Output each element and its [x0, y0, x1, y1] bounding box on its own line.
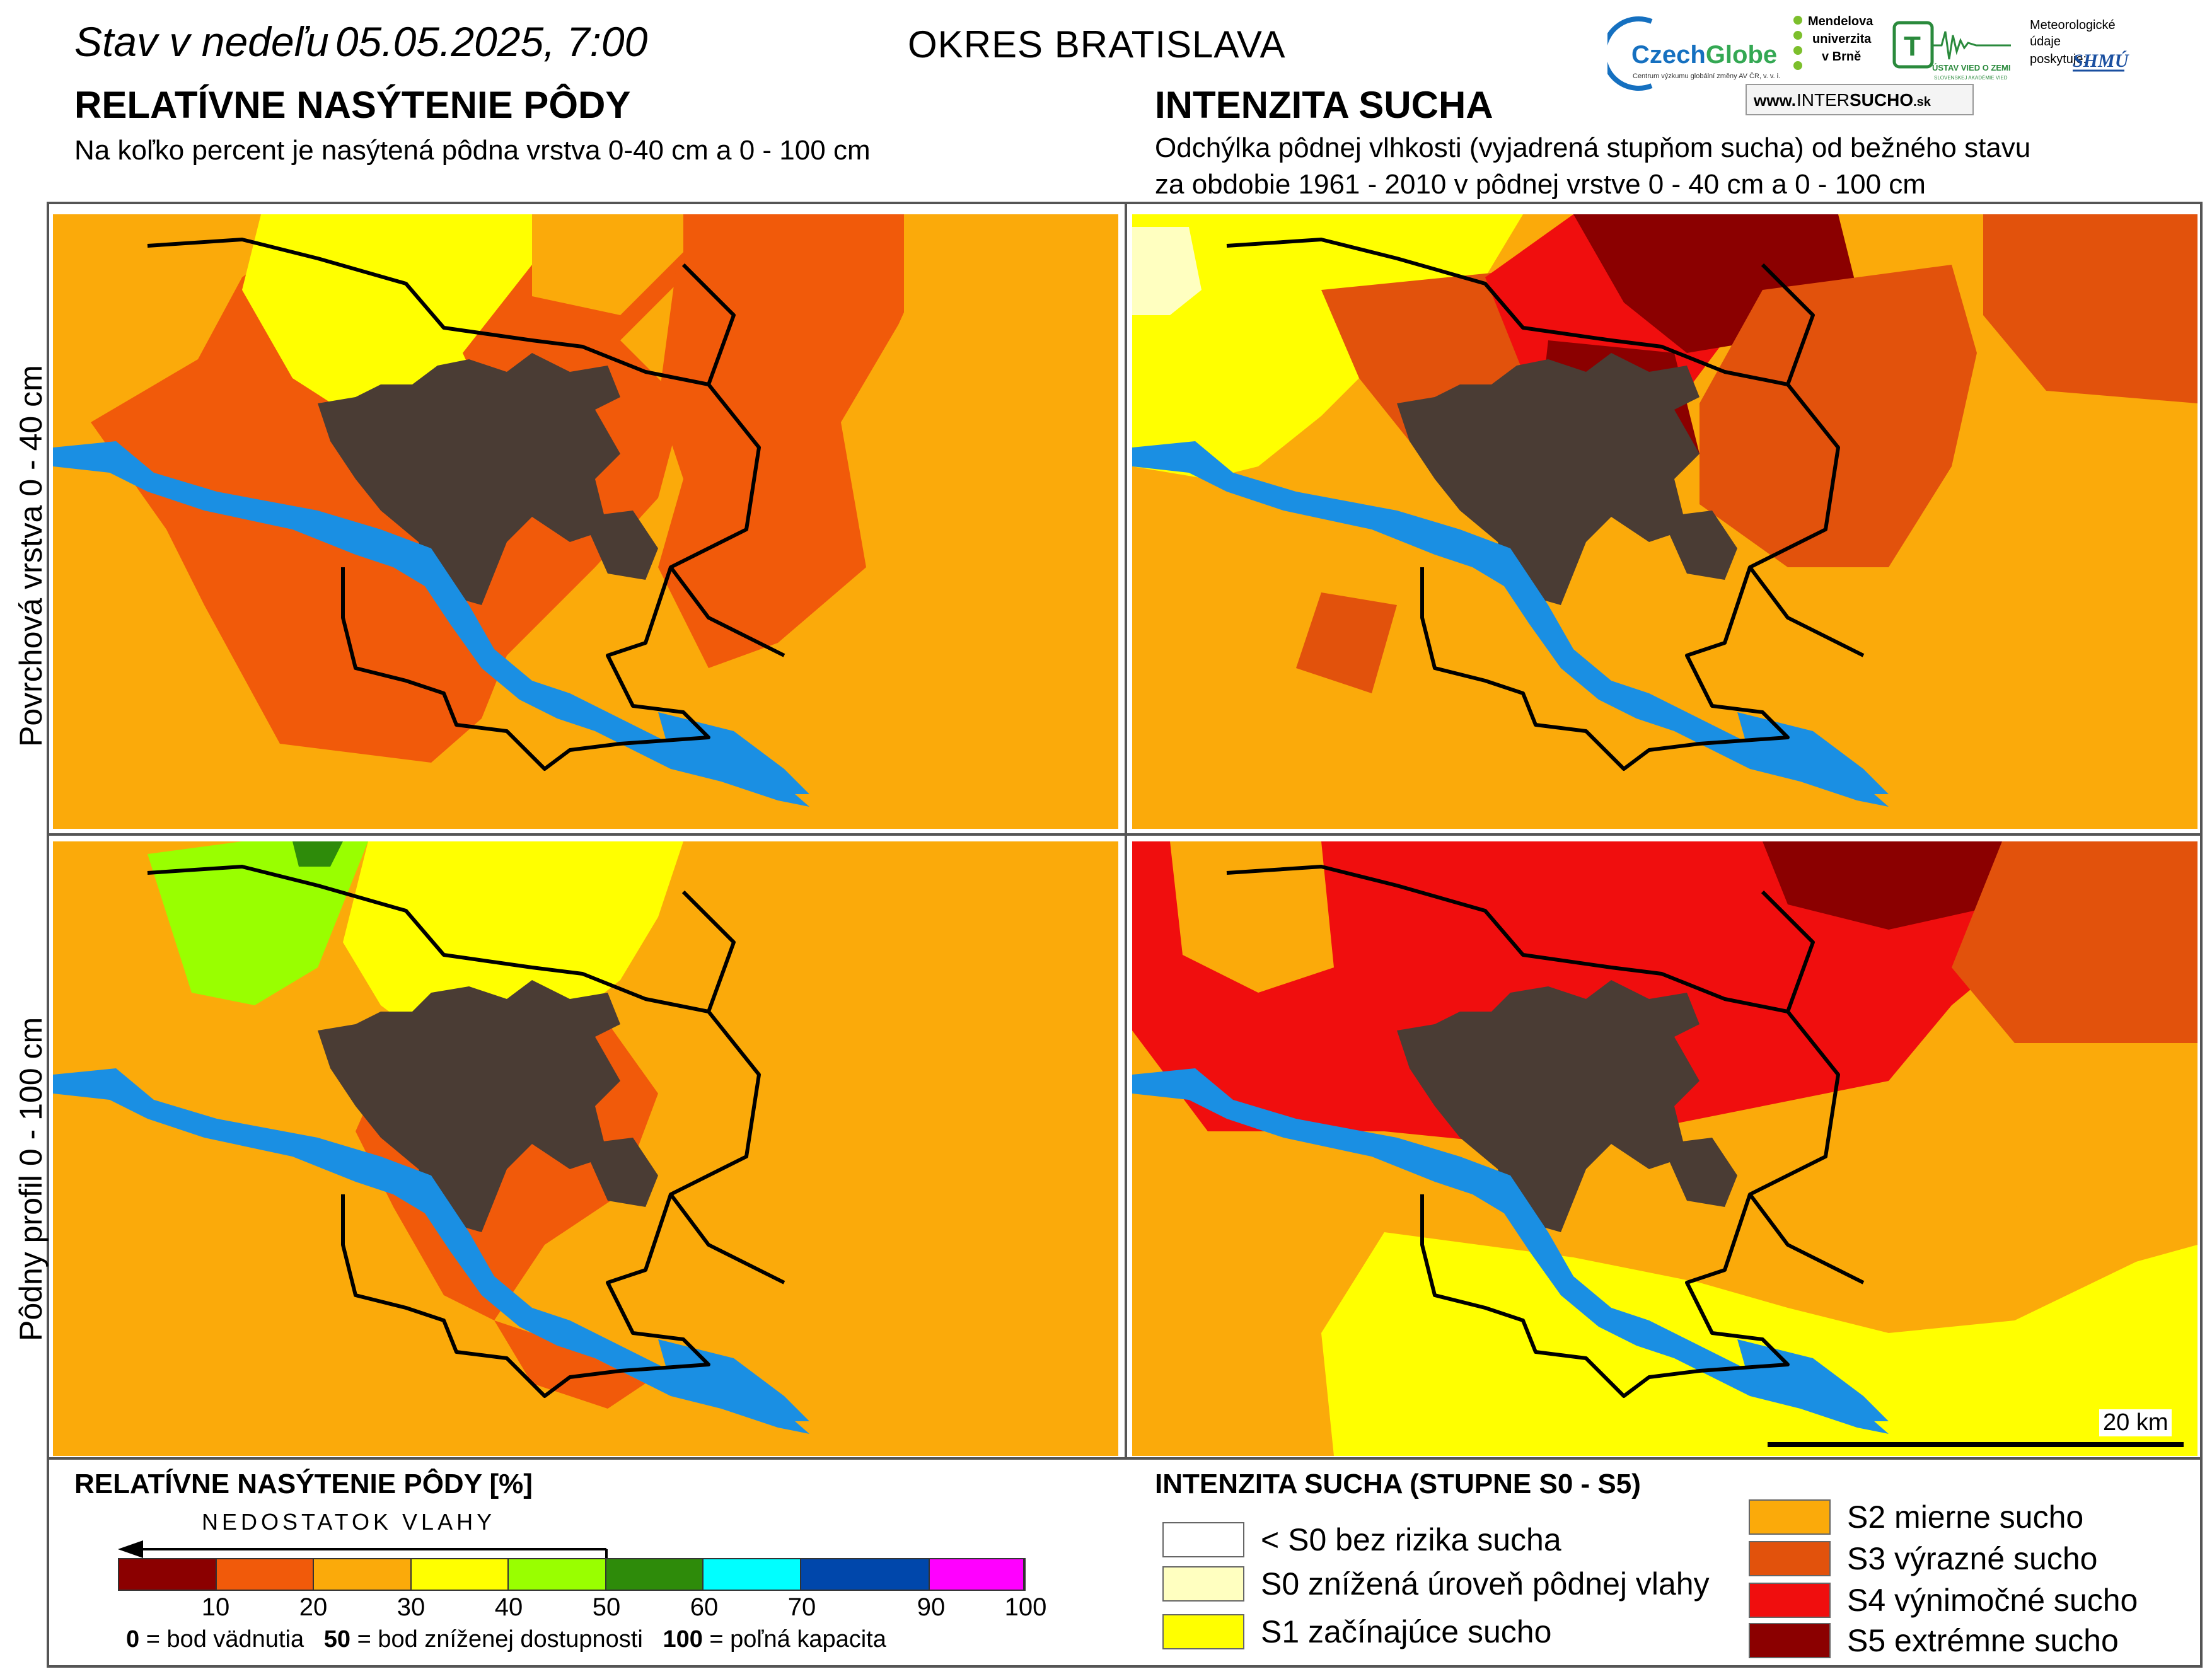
note-0-value: 0	[126, 1626, 140, 1653]
mendel-line1: Mendelova	[1808, 14, 1873, 28]
note-100-text: = poľná kapacita	[702, 1626, 886, 1653]
saturation-bin-30-40	[411, 1559, 509, 1590]
web-c: .sk	[1913, 95, 1931, 109]
czechglobe-sub: Centrum výzkumu globální změny AV ČR, v.…	[1633, 72, 1780, 80]
shmu-text: SHMÚ	[2073, 50, 2129, 71]
drought-legend-swatch	[1749, 1583, 1831, 1618]
drought-legend-swatch	[1749, 1623, 1831, 1658]
map-saturation-topsoil	[53, 214, 1118, 829]
czechglobe-logo: CzechGlobe Centrum výzkumu globální změn…	[1601, 16, 1780, 91]
drought-legend-label: S0 znížená úroveň pôdnej vlahy	[1261, 1566, 1710, 1602]
moisture-deficit-label: NEDOSTATOK VLAHY	[202, 1509, 496, 1535]
shmu-logo: Meteorologické údaje poskytuje: SHMÚ	[2030, 18, 2129, 72]
saturation-tick-label: 30	[397, 1593, 426, 1621]
map-date-title: Stav v nedeľu 05.05.2025, 7:00	[74, 18, 647, 66]
drought-legend-label: S4 výnimočné sucho	[1847, 1583, 2138, 1618]
partner-logos: CzechGlobe Centrum výzkumu globální změn…	[1601, 10, 2131, 117]
saturation-bin-20-30	[314, 1559, 412, 1590]
drought-legend-swatch	[1162, 1566, 1244, 1602]
saturation-legend-title: RELATÍVNE NASÝTENIE PÔDY [%]	[74, 1469, 533, 1499]
note-100-value: 100	[663, 1626, 703, 1653]
note-0-text: = bod vädnutia	[139, 1626, 304, 1653]
saturation-tick-label: 10	[201, 1593, 230, 1621]
saturation-bin-50-60	[606, 1559, 704, 1590]
web-prefix: www.	[1753, 91, 1796, 110]
drought-legend-item: S2 mierne sucho	[1749, 1499, 2083, 1535]
drought-subtitle: Odchýlka pôdnej vlhkosti (vyjadrená stup…	[1155, 130, 2030, 203]
note-50-text: = bod zníženej dostupnosti	[350, 1626, 643, 1653]
svg-text:T: T	[1904, 31, 1921, 62]
drought-subtitle-line2: za obdobie 1961 - 2010 v pôdnej vrstve 0…	[1155, 169, 1926, 200]
svg-text:CzechGlobe: CzechGlobe	[1631, 41, 1777, 69]
drought-legend-label: S1 začínajúce sucho	[1261, 1614, 1552, 1649]
meteo-line2: údaje	[2030, 35, 2061, 49]
map-saturation-profile	[53, 841, 1118, 1456]
date-value: 05.05.2025, 7:00	[335, 18, 648, 65]
frame-divider-legend	[47, 1457, 2203, 1460]
scale-label: 20 km	[2099, 1409, 2172, 1436]
logos-svg: CzechGlobe Centrum výzkumu globální změn…	[1601, 14, 2129, 115]
czechglobe-text-b: Globe	[1706, 41, 1777, 69]
row-label-bottom: Pôdny profil 0 - 100 cm	[13, 1017, 49, 1341]
drought-heading: INTENZITA SUCHA	[1155, 84, 1493, 126]
ustav-text: ÚSTAV VIED O ZEMI	[1932, 63, 2010, 72]
czechglobe-text-a: Czech	[1631, 41, 1706, 69]
drought-legend-swatch	[1162, 1614, 1244, 1649]
drought-legend-item: S1 začínajúce sucho	[1162, 1613, 1551, 1650]
map-drought-topsoil	[1132, 214, 2198, 829]
drought-legend-item: S3 výrazné sucho	[1749, 1540, 2097, 1577]
row-label-top: Povrchová vrstva 0 - 40 cm	[13, 365, 49, 747]
svg-text:INTERSUCHO.sk: INTERSUCHO.sk	[1797, 90, 1931, 110]
saturation-heading: RELATÍVNE NASÝTENIE PÔDY	[74, 84, 631, 126]
drought-subtitle-line1: Odchýlka pôdnej vlhkosti (vyjadrená stup…	[1155, 132, 2031, 163]
saturation-tick-label: 60	[690, 1593, 719, 1621]
ustav-logo: T ÚSTAV VIED O ZEMI SLOVENSKEJ AKADÉMIE …	[1892, 21, 2011, 81]
note-50-value: 50	[323, 1626, 351, 1653]
saturation-tick-label: 20	[299, 1593, 328, 1621]
drought-legend-item: S0 znížená úroveň pôdnej vlahy	[1162, 1566, 1710, 1602]
saturation-bin-90-100	[930, 1559, 1024, 1590]
mendel-line2: univerzita	[1812, 32, 1872, 46]
ustav-sub: SLOVENSKEJ AKADÉMIE VIED	[1934, 75, 2008, 81]
saturation-tick-label: 90	[917, 1593, 946, 1621]
saturation-subtitle: Na koľko percent je nasýtená pôdna vrstv…	[74, 135, 871, 166]
drought-legend-swatch	[1749, 1541, 1831, 1576]
district-title: OKRES BRATISLAVA	[908, 23, 1286, 66]
mendel-logo: Mendelova univerzita v Brně	[1793, 14, 1873, 70]
meteo-line3: poskytuje:	[2030, 52, 2087, 66]
map-drought-profile	[1132, 841, 2198, 1456]
frame-divider-middle	[47, 833, 2203, 836]
date-prefix: Stav v nedeľu	[74, 18, 329, 65]
scale-bar	[1768, 1442, 2184, 1447]
saturation-bin-60-70	[704, 1559, 801, 1590]
meteo-line1: Meteorologické	[2030, 18, 2116, 32]
saturation-bin-10-20	[216, 1559, 315, 1590]
drought-legend-label: S5 extrémne sucho	[1847, 1623, 2119, 1658]
saturation-tick-label: 100	[1004, 1593, 1047, 1621]
drought-legend-item: S4 výnimočné sucho	[1749, 1582, 2138, 1619]
drought-legend-label: < S0 bez rizika sucha	[1261, 1522, 1561, 1557]
drought-legend-item: < S0 bez rizika sucha	[1162, 1521, 1561, 1558]
saturation-color-bar	[118, 1558, 1026, 1591]
drought-legend-swatch	[1162, 1522, 1244, 1557]
saturation-bin-40-50	[509, 1559, 606, 1590]
frame-divider-vertical	[1125, 202, 1127, 1459]
saturation-legend-notes: 0 = bod vädnutia 50 = bod zníženej dostu…	[126, 1626, 886, 1653]
web-a: INTER	[1797, 90, 1850, 110]
saturation-bin-70-90	[801, 1559, 930, 1590]
saturation-tick-label: 50	[592, 1593, 621, 1621]
saturation-tick-label: 40	[494, 1593, 523, 1621]
saturation-bin-0-10	[119, 1559, 217, 1590]
drought-legend-label: S3 výrazné sucho	[1847, 1541, 2098, 1576]
drought-legend-swatch	[1749, 1499, 1831, 1535]
saturation-tick-label: 70	[787, 1593, 816, 1621]
drought-legend-item: S5 extrémne sucho	[1749, 1622, 2119, 1659]
mendel-line3: v Brně	[1822, 50, 1861, 64]
web-b: SUCHO	[1850, 90, 1913, 110]
intersucho-web-logo: www. INTERSUCHO.sk	[1746, 84, 1974, 115]
drought-legend-title: INTENZITA SUCHA (STUPNE S0 - S5)	[1155, 1469, 1641, 1499]
drought-legend-label: S2 mierne sucho	[1847, 1499, 2084, 1535]
